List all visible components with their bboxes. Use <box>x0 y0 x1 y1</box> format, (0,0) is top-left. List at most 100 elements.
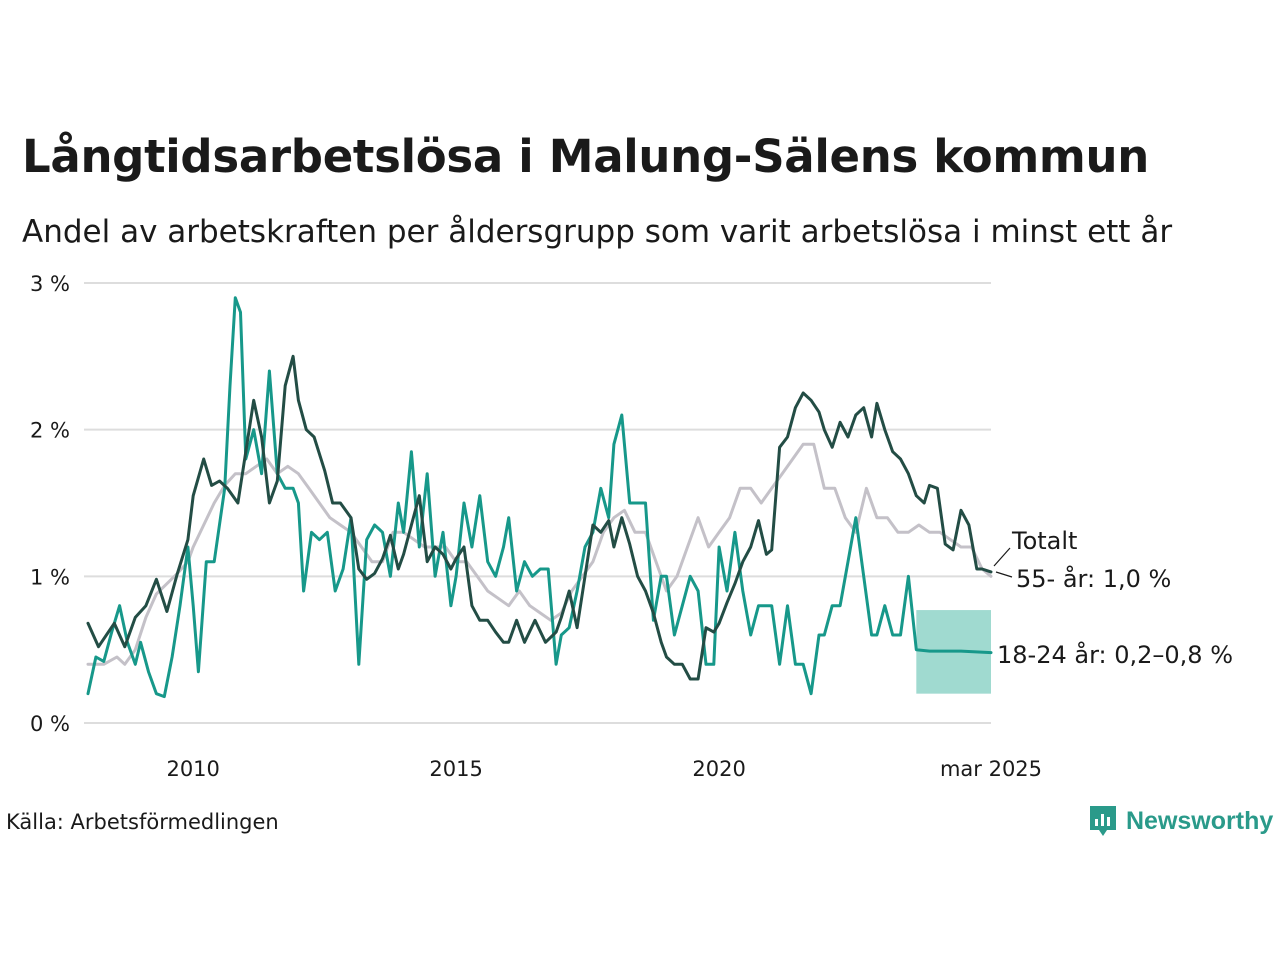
data-point-totalt-12 <box>203 458 205 460</box>
series-lines <box>86 296 993 699</box>
data-point-totalt-16 <box>237 502 239 504</box>
data-point-age1824-95 <box>794 663 797 665</box>
data-point-totalt-11 <box>192 495 194 497</box>
source-note: Källa: Arbetsförmedlingen <box>6 810 279 834</box>
data-point-totalt-30 <box>350 517 352 519</box>
data-point-age55-46 <box>571 590 573 592</box>
data-point-age1824-67 <box>584 546 586 548</box>
data-point-age1824-73 <box>629 502 631 504</box>
data-point-totalt-23 <box>292 355 294 357</box>
data-point-totalt-44 <box>455 558 457 560</box>
data-point-age55-27 <box>371 561 373 563</box>
data-point-totalt-100 <box>884 429 886 431</box>
data-point-age1824-100 <box>831 605 833 607</box>
age55-label-leader <box>995 571 1013 578</box>
data-point-age55-22 <box>318 502 320 504</box>
data-point-age1824-4 <box>119 605 121 607</box>
data-point-totalt-9 <box>176 572 178 575</box>
data-point-totalt-113 <box>981 568 983 570</box>
data-point-age1824-69 <box>600 487 602 489</box>
data-point-age1824-50 <box>455 575 457 577</box>
data-point-age55-0 <box>87 663 89 665</box>
data-point-age1824-28 <box>292 487 294 489</box>
data-point-totalt-103 <box>907 473 910 475</box>
data-point-age1824-85 <box>718 546 720 548</box>
data-point-age55-77 <box>897 531 899 533</box>
data-point-age1824-17 <box>213 561 215 563</box>
data-point-totalt-76 <box>705 627 707 629</box>
data-point-totalt-84 <box>765 553 768 555</box>
data-point-age55-7 <box>166 583 168 585</box>
data-point-age55-79 <box>918 524 920 526</box>
data-point-age55-49 <box>602 531 605 533</box>
data-point-age1824-93 <box>779 663 781 665</box>
data-point-age55-59 <box>708 546 710 548</box>
data-point-age1824-57 <box>508 517 510 519</box>
data-point-age1824-58 <box>516 590 518 592</box>
end-label-totalt: Totalt <box>1011 527 1077 555</box>
data-point-age1824-70 <box>608 517 610 519</box>
data-point-totalt-43 <box>450 568 452 570</box>
data-point-age55-2 <box>116 656 118 658</box>
data-point-age1824-112 <box>928 650 931 652</box>
end-label-55: 55- år: 1,0 % <box>1016 564 1171 593</box>
data-point-totalt-24 <box>297 399 299 401</box>
data-point-totalt-72 <box>673 663 676 665</box>
data-point-totalt-19 <box>261 436 263 438</box>
data-point-age1824-61 <box>539 568 541 570</box>
data-point-age1824-104 <box>863 575 865 577</box>
data-point-age1824-89 <box>750 634 752 636</box>
data-point-age55-70 <box>823 487 825 489</box>
data-point-age55-12 <box>213 502 215 504</box>
data-point-age1824-56 <box>502 546 505 548</box>
y-tick-label-3: 3 % <box>30 272 70 296</box>
data-point-age1824-47 <box>434 575 436 577</box>
data-point-totalt-81 <box>742 561 744 563</box>
data-point-age55-4 <box>134 649 136 651</box>
data-point-age1824-87 <box>734 531 736 533</box>
data-point-age55-71 <box>834 487 836 489</box>
data-point-totalt-114 <box>990 571 992 573</box>
data-point-age1824-81 <box>689 575 691 577</box>
data-point-age1824-16 <box>205 561 207 563</box>
data-point-age55-39 <box>497 597 499 599</box>
data-point-totalt-13 <box>211 484 213 486</box>
data-point-age55-24 <box>339 524 341 526</box>
y-tick-label-1: 1 % <box>30 565 70 589</box>
data-point-age1824-32 <box>318 539 320 541</box>
data-point-age55-81 <box>939 531 941 533</box>
data-point-age55-62 <box>739 487 741 489</box>
data-point-totalt-105 <box>923 502 925 504</box>
data-point-age1824-98 <box>818 634 820 636</box>
data-point-age1824-42 <box>397 502 399 504</box>
data-point-age1824-102 <box>847 561 849 563</box>
data-point-totalt-62 <box>600 531 602 533</box>
data-point-age1824-6 <box>134 663 136 665</box>
data-point-age55-67 <box>792 458 794 460</box>
data-point-totalt-75 <box>697 678 699 680</box>
data-point-age1824-91 <box>765 605 768 607</box>
brand-logo[interactable]: Newsworthy <box>1088 804 1273 838</box>
data-point-age1824-44 <box>410 451 412 453</box>
data-point-age55-29 <box>392 531 394 533</box>
data-point-age1824-29 <box>297 502 299 504</box>
data-point-totalt-91 <box>818 411 820 413</box>
data-point-totalt-50 <box>502 641 505 643</box>
data-point-age1824-78 <box>665 575 668 577</box>
data-point-age55-50 <box>613 517 615 519</box>
data-point-totalt-55 <box>544 641 547 643</box>
end-label-18-24: 18-24 år: 0,2–0,8 % <box>997 640 1233 669</box>
y-axis-ticks: 0 % 1 % 2 % 3 % <box>30 272 70 736</box>
data-point-age55-19 <box>287 465 289 467</box>
data-point-totalt-4 <box>124 646 126 648</box>
data-point-age1824-66 <box>576 590 578 592</box>
data-point-totalt-22 <box>284 385 286 387</box>
data-point-totalt-46 <box>471 605 473 607</box>
data-point-totalt-18 <box>253 399 255 401</box>
data-point-age1824-1 <box>95 656 97 658</box>
data-point-totalt-63 <box>608 520 610 522</box>
data-point-totalt-26 <box>313 436 315 438</box>
data-point-totalt-34 <box>381 558 384 560</box>
data-point-age1824-43 <box>403 531 405 533</box>
data-point-totalt-99 <box>876 402 878 404</box>
